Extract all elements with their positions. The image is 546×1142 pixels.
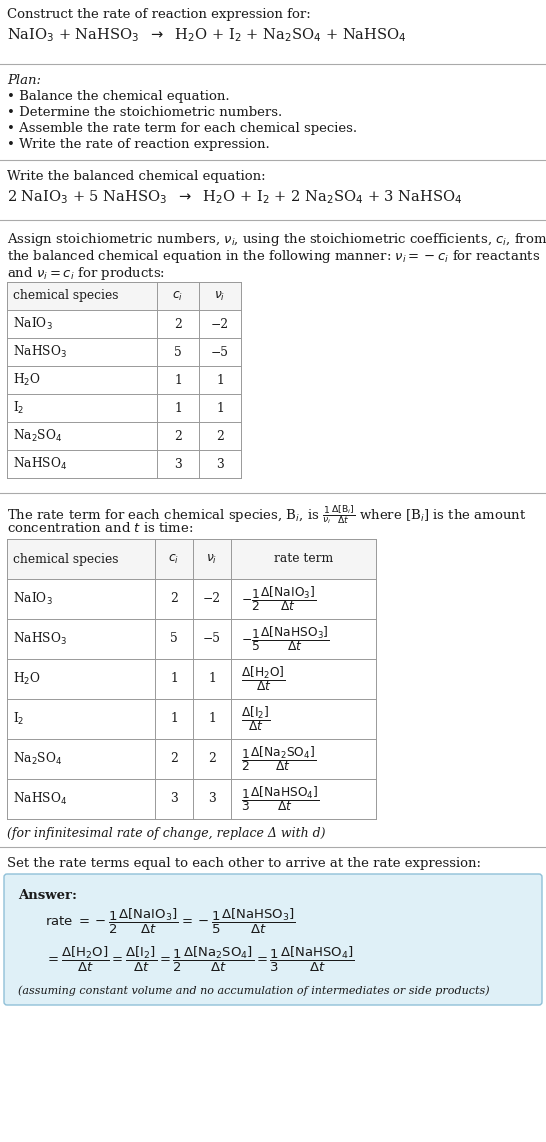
Text: Set the rate terms equal to each other to arrive at the rate expression:: Set the rate terms equal to each other t… bbox=[7, 856, 481, 870]
Text: NaIO$_3$: NaIO$_3$ bbox=[13, 316, 53, 332]
Text: • Write the rate of reaction expression.: • Write the rate of reaction expression. bbox=[7, 138, 270, 151]
Text: 1: 1 bbox=[170, 713, 178, 725]
Text: concentration and $t$ is time:: concentration and $t$ is time: bbox=[7, 521, 193, 534]
Text: Na$_2$SO$_4$: Na$_2$SO$_4$ bbox=[13, 428, 62, 444]
Text: 2: 2 bbox=[208, 753, 216, 765]
Text: $\dfrac{\Delta[\mathrm{H_2O}]}{\Delta t}$: $\dfrac{\Delta[\mathrm{H_2O}]}{\Delta t}… bbox=[241, 665, 286, 693]
Text: Assign stoichiometric numbers, $\nu_i$, using the stoichiometric coefficients, $: Assign stoichiometric numbers, $\nu_i$, … bbox=[7, 231, 546, 248]
Text: 3: 3 bbox=[216, 458, 224, 471]
Text: rate $= -\dfrac{1}{2}\dfrac{\Delta[\mathrm{NaIO_3}]}{\Delta t} = -\dfrac{1}{5}\d: rate $= -\dfrac{1}{2}\dfrac{\Delta[\math… bbox=[45, 907, 296, 936]
Text: 1: 1 bbox=[216, 373, 224, 386]
Text: 5: 5 bbox=[170, 633, 178, 645]
Text: 2: 2 bbox=[216, 429, 224, 442]
Text: −5: −5 bbox=[211, 346, 229, 359]
Text: $\dfrac{1}{2}\dfrac{\Delta[\mathrm{Na_2SO_4}]}{\Delta t}$: $\dfrac{1}{2}\dfrac{\Delta[\mathrm{Na_2S… bbox=[241, 745, 316, 773]
Text: NaIO$_3$ + NaHSO$_3$  $\rightarrow$  H$_2$O + I$_2$ + Na$_2$SO$_4$ + NaHSO$_4$: NaIO$_3$ + NaHSO$_3$ $\rightarrow$ H$_2$… bbox=[7, 26, 406, 43]
Text: and $\nu_i = c_i$ for products:: and $\nu_i = c_i$ for products: bbox=[7, 265, 165, 282]
Text: Write the balanced chemical equation:: Write the balanced chemical equation: bbox=[7, 170, 265, 183]
Bar bbox=[7, 539, 376, 579]
Text: −5: −5 bbox=[203, 633, 221, 645]
Text: 1: 1 bbox=[170, 673, 178, 685]
Text: Construct the rate of reaction expression for:: Construct the rate of reaction expressio… bbox=[7, 8, 311, 21]
Text: 1: 1 bbox=[174, 373, 182, 386]
Text: 1: 1 bbox=[174, 402, 182, 415]
Text: NaHSO$_3$: NaHSO$_3$ bbox=[13, 630, 67, 648]
Text: NaHSO$_3$: NaHSO$_3$ bbox=[13, 344, 67, 360]
Bar bbox=[7, 539, 376, 819]
Bar bbox=[7, 282, 241, 478]
Text: $-\dfrac{1}{5}\dfrac{\Delta[\mathrm{NaHSO_3}]}{\Delta t}$: $-\dfrac{1}{5}\dfrac{\Delta[\mathrm{NaHS… bbox=[241, 625, 330, 653]
Text: NaHSO$_4$: NaHSO$_4$ bbox=[13, 456, 67, 472]
Text: 5: 5 bbox=[174, 346, 182, 359]
Bar bbox=[7, 282, 241, 309]
Text: H$_2$O: H$_2$O bbox=[13, 671, 41, 687]
Text: 3: 3 bbox=[170, 793, 178, 805]
Text: chemical species: chemical species bbox=[13, 553, 118, 565]
Text: $\dfrac{\Delta[\mathrm{I_2}]}{\Delta t}$: $\dfrac{\Delta[\mathrm{I_2}]}{\Delta t}$ bbox=[241, 705, 270, 733]
Text: $c_i$: $c_i$ bbox=[169, 553, 180, 565]
Text: 2: 2 bbox=[170, 593, 178, 605]
Text: −2: −2 bbox=[203, 593, 221, 605]
Text: • Assemble the rate term for each chemical species.: • Assemble the rate term for each chemic… bbox=[7, 122, 357, 135]
Text: 2: 2 bbox=[170, 753, 178, 765]
Text: $\nu_i$: $\nu_i$ bbox=[215, 289, 225, 303]
Text: Answer:: Answer: bbox=[18, 888, 77, 902]
Text: Plan:: Plan: bbox=[7, 74, 41, 87]
Text: The rate term for each chemical species, B$_i$, is $\frac{1}{\nu_i}\frac{\Delta[: The rate term for each chemical species,… bbox=[7, 502, 526, 526]
Text: rate term: rate term bbox=[274, 553, 333, 565]
Text: I$_2$: I$_2$ bbox=[13, 711, 25, 727]
Text: $c_i$: $c_i$ bbox=[173, 289, 183, 303]
Text: 3: 3 bbox=[174, 458, 182, 471]
Text: • Balance the chemical equation.: • Balance the chemical equation. bbox=[7, 90, 230, 103]
Text: 3: 3 bbox=[208, 793, 216, 805]
Text: 1: 1 bbox=[208, 713, 216, 725]
Text: 2 NaIO$_3$ + 5 NaHSO$_3$  $\rightarrow$  H$_2$O + I$_2$ + 2 Na$_2$SO$_4$ + 3 NaH: 2 NaIO$_3$ + 5 NaHSO$_3$ $\rightarrow$ H… bbox=[7, 188, 462, 206]
Text: 1: 1 bbox=[208, 673, 216, 685]
Text: Na$_2$SO$_4$: Na$_2$SO$_4$ bbox=[13, 751, 62, 767]
Text: I$_2$: I$_2$ bbox=[13, 400, 25, 416]
Text: $= \dfrac{\Delta[\mathrm{H_2O}]}{\Delta t} = \dfrac{\Delta[\mathrm{I_2}]}{\Delta: $= \dfrac{\Delta[\mathrm{H_2O}]}{\Delta … bbox=[45, 944, 355, 974]
Text: (for infinitesimal rate of change, replace Δ with d): (for infinitesimal rate of change, repla… bbox=[7, 827, 325, 841]
Text: H$_2$O: H$_2$O bbox=[13, 372, 41, 388]
FancyBboxPatch shape bbox=[4, 874, 542, 1005]
Text: • Determine the stoichiometric numbers.: • Determine the stoichiometric numbers. bbox=[7, 106, 282, 119]
Text: (assuming constant volume and no accumulation of intermediates or side products): (assuming constant volume and no accumul… bbox=[18, 986, 490, 996]
Text: 2: 2 bbox=[174, 429, 182, 442]
Text: chemical species: chemical species bbox=[13, 290, 118, 303]
Text: $-\dfrac{1}{2}\dfrac{\Delta[\mathrm{NaIO_3}]}{\Delta t}$: $-\dfrac{1}{2}\dfrac{\Delta[\mathrm{NaIO… bbox=[241, 585, 316, 613]
Text: 1: 1 bbox=[216, 402, 224, 415]
Text: NaHSO$_4$: NaHSO$_4$ bbox=[13, 791, 67, 807]
Text: $\nu_i$: $\nu_i$ bbox=[206, 553, 218, 565]
Text: NaIO$_3$: NaIO$_3$ bbox=[13, 590, 53, 608]
Text: $\dfrac{1}{3}\dfrac{\Delta[\mathrm{NaHSO_4}]}{\Delta t}$: $\dfrac{1}{3}\dfrac{\Delta[\mathrm{NaHSO… bbox=[241, 785, 319, 813]
Text: 2: 2 bbox=[174, 317, 182, 330]
Text: the balanced chemical equation in the following manner: $\nu_i = -c_i$ for react: the balanced chemical equation in the fo… bbox=[7, 248, 540, 265]
Text: −2: −2 bbox=[211, 317, 229, 330]
